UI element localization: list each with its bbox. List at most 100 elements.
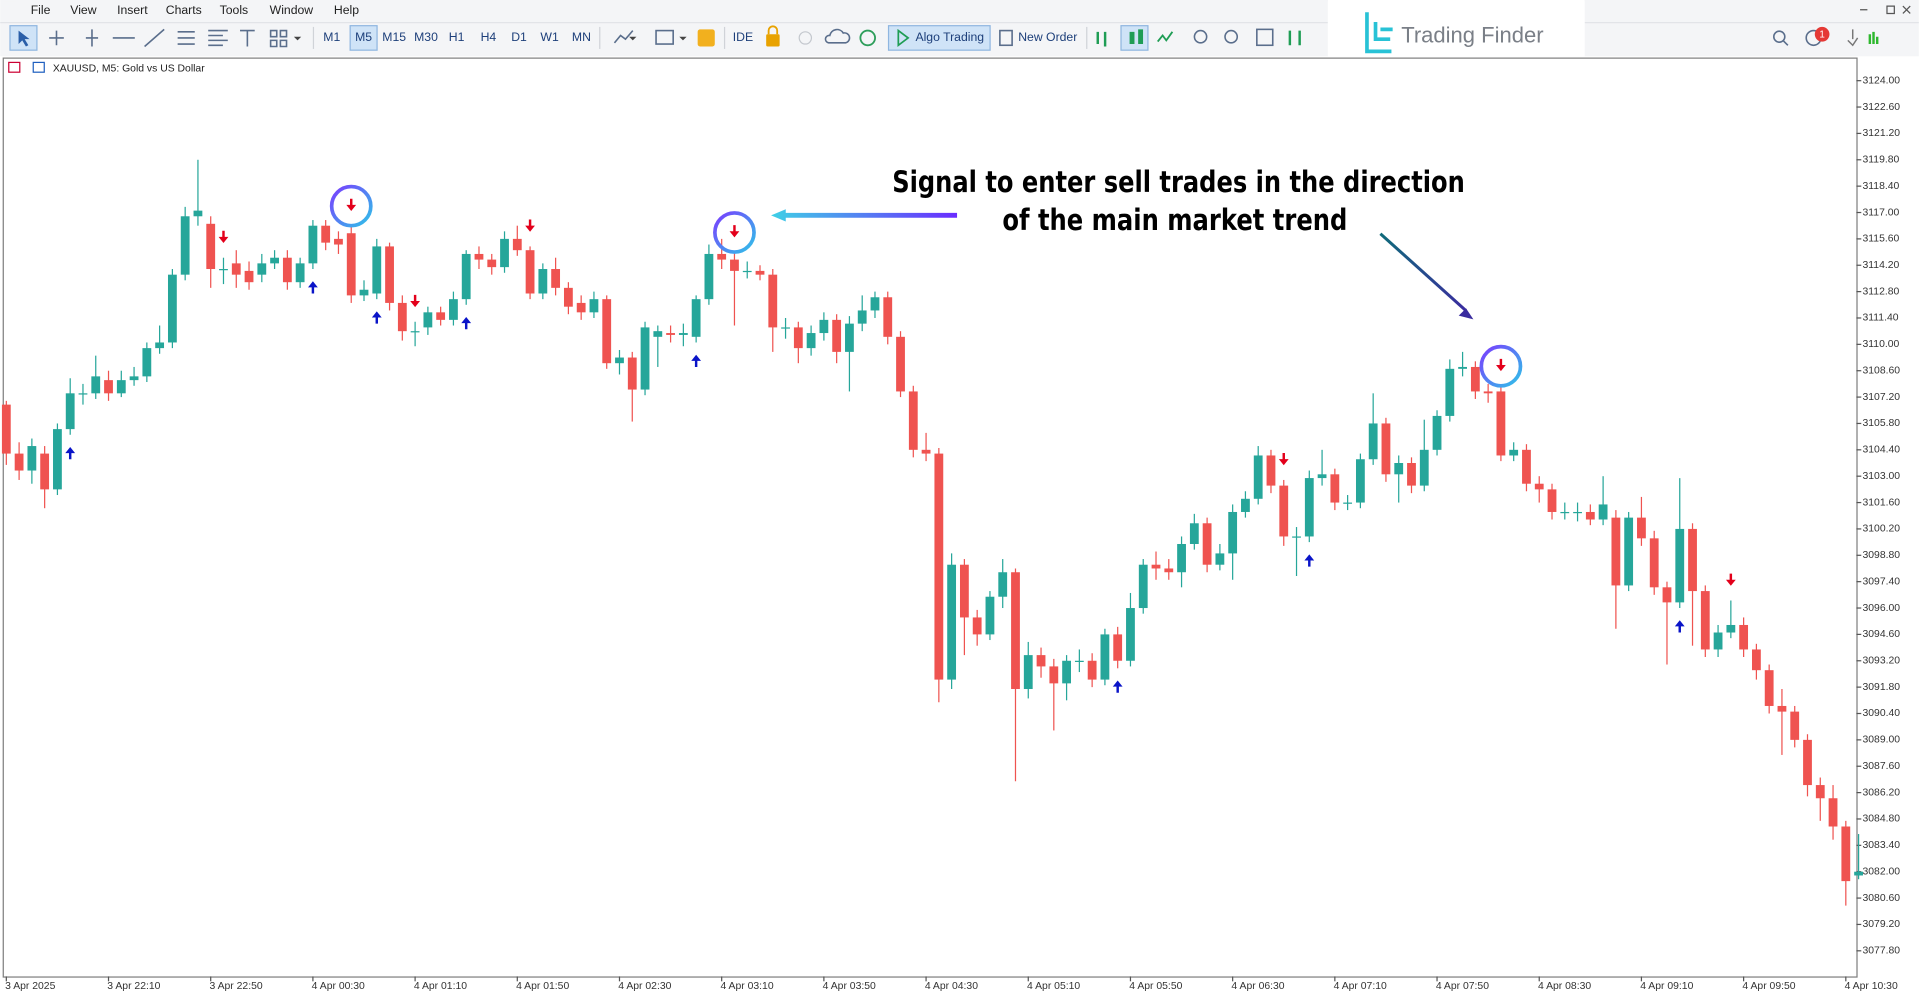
y-tick-label: 3087.60 [1863, 761, 1901, 772]
line-chart-button[interactable] [1157, 31, 1174, 43]
connection-bars [1868, 31, 1879, 45]
search-button[interactable] [1773, 30, 1786, 44]
algo-button-bg[interactable] [887, 25, 991, 51]
candle-body [755, 270, 765, 275]
candle-body [1407, 463, 1416, 486]
timeframe-button[interactable]: M1 [323, 30, 340, 44]
market-icon[interactable] [697, 29, 715, 47]
candle-body [1113, 634, 1123, 661]
vps-icon[interactable] [859, 29, 876, 47]
y-tick-label: 3122.60 [1863, 102, 1901, 113]
candle-body [1228, 511, 1238, 554]
zoom-out-button[interactable] [1224, 29, 1239, 44]
lock-icon[interactable] [766, 34, 780, 47]
timeframe-button[interactable]: H4 [481, 30, 497, 44]
y-tick-label: 3096.00 [1863, 603, 1901, 614]
timeframe-button[interactable]: W1 [540, 30, 559, 44]
timeframe-button[interactable]: MN [572, 30, 591, 44]
menu-item[interactable]: Insert [117, 3, 148, 17]
y-tick-label: 3112.80 [1863, 286, 1900, 297]
trendline-tool[interactable] [144, 28, 165, 48]
menu-item[interactable]: Tools [220, 3, 249, 17]
candle-body [1138, 564, 1148, 609]
shapes-tool[interactable] [269, 29, 288, 48]
candle-body [845, 323, 854, 352]
sell-signal-arrow [410, 294, 420, 308]
tile-button[interactable] [1256, 28, 1274, 47]
ide-button[interactable]: IDE [733, 30, 753, 44]
timeframe-button[interactable]: M15 [382, 30, 406, 44]
candle-body [781, 327, 790, 329]
text-tool[interactable] [240, 29, 255, 47]
vline-tool[interactable] [85, 29, 99, 47]
candle-body [819, 319, 829, 334]
channel-tool[interactable] [177, 31, 195, 45]
bars-chart-button[interactable] [1096, 31, 1107, 47]
y-tick-label: 3091.80 [1863, 682, 1901, 693]
x-tick-label: 3 Apr 22:10 [107, 981, 160, 992]
candle-body [1445, 368, 1455, 416]
candle-body [1432, 415, 1442, 450]
candle-body [487, 259, 497, 268]
candle-body [1700, 591, 1710, 650]
candle-body [1764, 670, 1774, 706]
timeframe-button[interactable]: M5 [355, 30, 372, 44]
y-tick-label: 3117.00 [1863, 207, 1900, 218]
candle-body [1803, 739, 1812, 786]
x-tick-label: 4 Apr 04:30 [925, 981, 978, 992]
candle-body [1585, 511, 1595, 520]
crosshair-tool[interactable] [49, 30, 64, 46]
zoom-in-button[interactable] [1193, 29, 1208, 44]
candle-body [372, 246, 382, 294]
candle-body [934, 453, 944, 680]
candle-body [334, 238, 343, 245]
candle-body [257, 263, 267, 275]
candle-body [461, 253, 471, 300]
template-tool[interactable] [655, 29, 674, 45]
algo-trading-button[interactable]: Algo Trading [915, 30, 984, 44]
candle-body [972, 617, 982, 635]
toolbar: M1 M5 M15 M30 H1 H4 D1 W1 MN IDE Algo Trading Ne… [9, 25, 1301, 51]
chart-title: XAUUSD, M5: Gold vs US Dollar [53, 63, 205, 74]
candle-body [678, 333, 688, 335]
indicator-tool[interactable] [613, 30, 634, 44]
y-tick-label: 3124.00 [1863, 75, 1901, 86]
fibo-tool[interactable] [208, 29, 228, 47]
candle-body [193, 210, 203, 217]
menu-item[interactable]: File [31, 3, 51, 17]
order-icon[interactable] [999, 29, 1013, 47]
x-tick-label: 4 Apr 07:50 [1436, 981, 1489, 992]
autoscroll-button[interactable] [1288, 30, 1301, 46]
candle-body [1815, 785, 1825, 799]
dropdown[interactable] [629, 36, 637, 41]
candle-body [1598, 504, 1608, 520]
candle-body [896, 336, 905, 392]
menu-bar: File View Insert Charts Tools Window Help [31, 3, 360, 17]
candle-body [870, 297, 880, 311]
cloud-icon[interactable] [824, 28, 851, 44]
new-order-button[interactable]: New Order [1018, 30, 1077, 44]
y-tick-label: 3086.20 [1863, 787, 1901, 798]
candle-body [1330, 474, 1340, 503]
timeframe-button[interactable]: H1 [449, 30, 465, 44]
dropdown[interactable] [679, 36, 687, 41]
menu-item[interactable]: View [70, 3, 96, 17]
menu-item[interactable]: Help [334, 3, 359, 17]
window-controls[interactable] [1860, 5, 1911, 15]
candle-body [1368, 423, 1378, 460]
y-tick-label: 3115.60 [1863, 234, 1900, 245]
candle-body [1688, 528, 1697, 592]
timeframe-button[interactable]: M30 [414, 30, 438, 44]
candles-chart-button[interactable] [1120, 25, 1149, 51]
candle-body [91, 376, 101, 394]
candle-body [1547, 489, 1557, 512]
notification-badge [1814, 26, 1830, 42]
menu-item[interactable]: Charts [166, 3, 202, 17]
dropdown[interactable] [293, 36, 302, 41]
timeframe-button[interactable]: D1 [511, 30, 527, 44]
candle-body [1496, 391, 1506, 456]
signal-icon[interactable] [798, 31, 813, 45]
menu-item[interactable]: Window [270, 3, 314, 17]
x-tick-label: 3 Apr 22:50 [209, 981, 262, 992]
